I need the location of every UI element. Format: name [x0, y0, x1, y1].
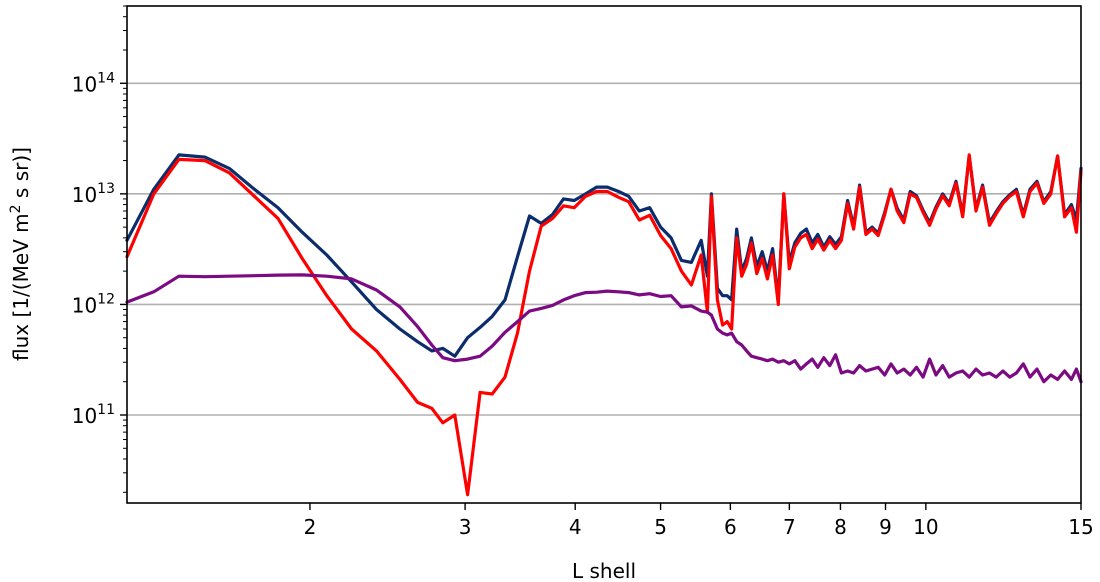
x-tick-label: 6 [724, 515, 737, 539]
x-axis-label: L shell [572, 559, 636, 582]
x-tick-label: 4 [569, 515, 582, 539]
series-line-2 [125, 153, 1083, 497]
plot-frame [126, 5, 1082, 504]
x-tick-label: 2 [304, 515, 317, 539]
x-tick-label: 10 [913, 515, 938, 539]
y-gridlines [127, 82, 1081, 416]
y-tick-label: 1012 [72, 291, 115, 317]
y-axis-label: flux [1/(MeV m2 s sr)] [8, 147, 33, 361]
x-tick-label: 3 [459, 515, 472, 539]
x-tick-label: 15 [1068, 515, 1093, 539]
x-tick-label: 9 [879, 515, 892, 539]
series-line-3 [125, 273, 1083, 384]
axis-ticks: 1011 1012 1013 1014 2 3 4 5 6 7 8 9 10 15 [72, 5, 1094, 539]
y-tick-label: 1013 [72, 181, 115, 207]
y-tick-label: 1014 [72, 70, 115, 96]
y-tick-label: 1011 [72, 402, 115, 428]
series-line-1 [125, 153, 1083, 358]
x-tick-label: 5 [654, 515, 667, 539]
x-tick-label: 8 [834, 515, 847, 539]
x-tick-label: 7 [783, 515, 796, 539]
series-lines [125, 153, 1083, 497]
